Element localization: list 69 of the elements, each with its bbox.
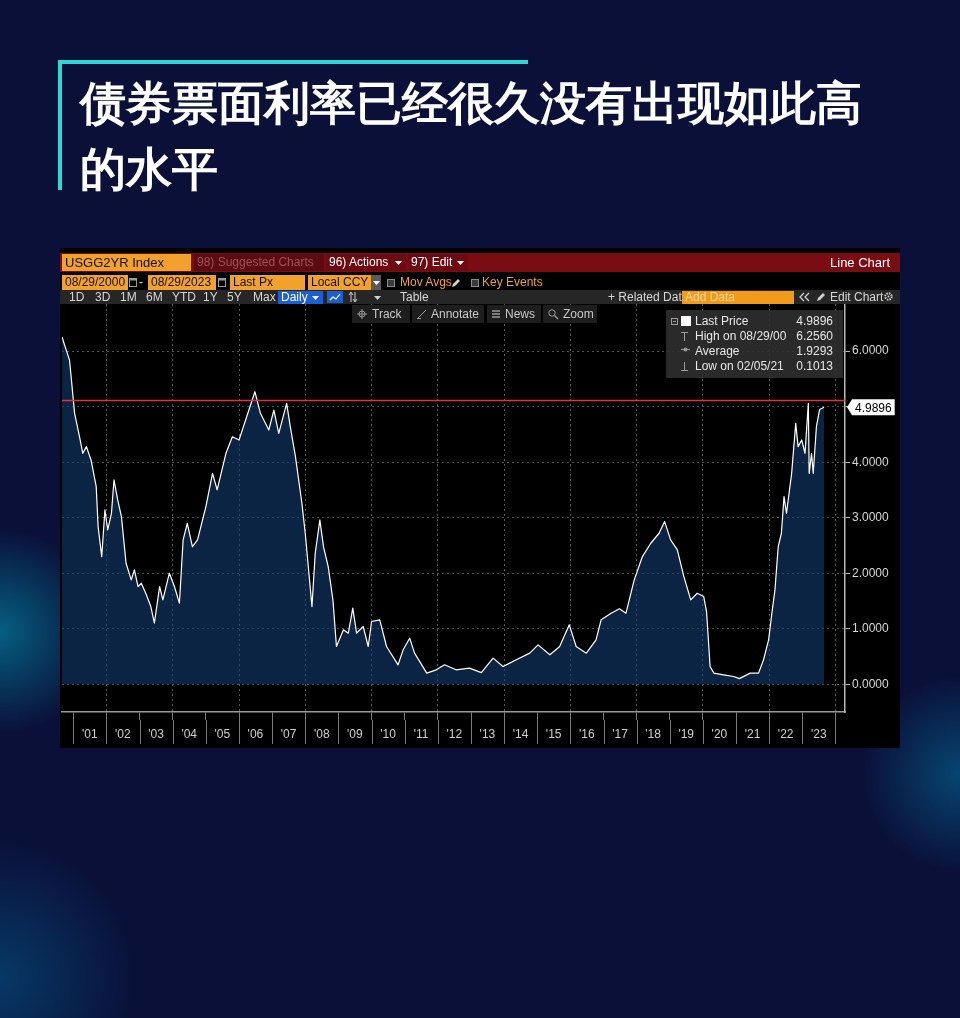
x-tick-label: '15 — [545, 726, 562, 741]
x-tick-label: '12 — [446, 726, 463, 741]
input-field: Last Px — [230, 275, 305, 290]
annotation: Zoom — [563, 306, 594, 323]
annotation: 4.9896 — [796, 314, 833, 329]
text: 1D — [69, 290, 85, 304]
x-tick-label: '03 — [148, 726, 165, 741]
x-tick-label: '02 — [115, 726, 132, 741]
input-field: USGG2YR Index — [62, 254, 191, 271]
input-field: 08/29/2000 — [62, 275, 128, 290]
x-tick-label: '08 — [313, 726, 330, 741]
text: 5Y — [227, 290, 242, 304]
text: - — [139, 275, 143, 290]
text: 1Y — [203, 290, 218, 304]
annotation: Annotate — [431, 306, 480, 323]
y-tick-label: 3.0000 — [852, 510, 890, 525]
button: 98) Suggested Charts — [194, 254, 324, 271]
y-tick-label: 6.0000 — [852, 343, 890, 358]
chart-title: 债券票面利率已经很久没有出现如此高的水平 — [80, 75, 863, 198]
x-tick-label: '17 — [612, 726, 629, 741]
x-tick-label: '07 — [280, 726, 297, 741]
text: Table — [400, 290, 429, 304]
x-tick-label: '06 — [247, 726, 264, 741]
text: 1M — [120, 290, 137, 304]
text: Edit Chart — [830, 290, 884, 304]
text: Key Events — [482, 275, 543, 290]
y-tick-label: 2.0000 — [852, 565, 890, 580]
annotation: News — [505, 306, 536, 323]
annotation: Track — [372, 306, 402, 323]
x-tick-label: '10 — [380, 726, 397, 741]
text: 6M — [146, 290, 163, 304]
text: + Related Dat — [608, 290, 682, 304]
annotation: High on 08/29/00 6.2560 — [695, 329, 833, 344]
y-tick-label: 4.0000 — [852, 454, 890, 469]
input-field: Local CCY — [308, 275, 371, 290]
legend-label: Last Price — [695, 314, 749, 329]
x-tick-label: '04 — [181, 726, 198, 741]
input-field: 08/29/2023 — [148, 275, 216, 290]
y-tick-label: 0.0000 — [852, 676, 890, 691]
button: Daily — [278, 291, 323, 304]
x-tick-label: '11 — [413, 726, 429, 741]
x-tick-label: '09 — [347, 726, 364, 741]
x-tick-label: '22 — [777, 726, 794, 741]
button: Annotate — [412, 305, 484, 323]
x-tick-label: '20 — [711, 726, 728, 741]
text: Average 1.9293 — [695, 344, 833, 358]
x-tick-label: '21 — [744, 726, 761, 741]
button: Track — [352, 305, 410, 323]
annotation: Low on 02/05/21 0.1013 — [695, 359, 833, 374]
button: Zoom — [543, 305, 597, 323]
x-tick-label: '18 — [645, 726, 662, 741]
annotation: 4.9896 — [855, 400, 893, 415]
button: 97) Edit — [408, 254, 468, 271]
button: 96) Actions — [326, 254, 406, 271]
x-tick-label: '14 — [512, 726, 529, 741]
x-tick-label: '19 — [678, 726, 695, 741]
text: YTD — [172, 290, 196, 304]
text: 3D — [95, 290, 111, 304]
x-tick-label: '01 — [81, 726, 98, 741]
x-tick-label: '23 — [810, 726, 827, 741]
button: News — [487, 305, 541, 323]
text: Max — [253, 290, 276, 304]
input-field: Add Data — [682, 291, 794, 304]
text: Mov Avgs — [400, 275, 452, 290]
x-tick-label: '16 — [579, 726, 596, 741]
x-tick-label: '05 — [214, 726, 231, 741]
x-tick-label: '13 — [479, 726, 496, 741]
text: Line Chart — [830, 254, 890, 271]
y-tick-label: 1.0000 — [852, 621, 890, 636]
